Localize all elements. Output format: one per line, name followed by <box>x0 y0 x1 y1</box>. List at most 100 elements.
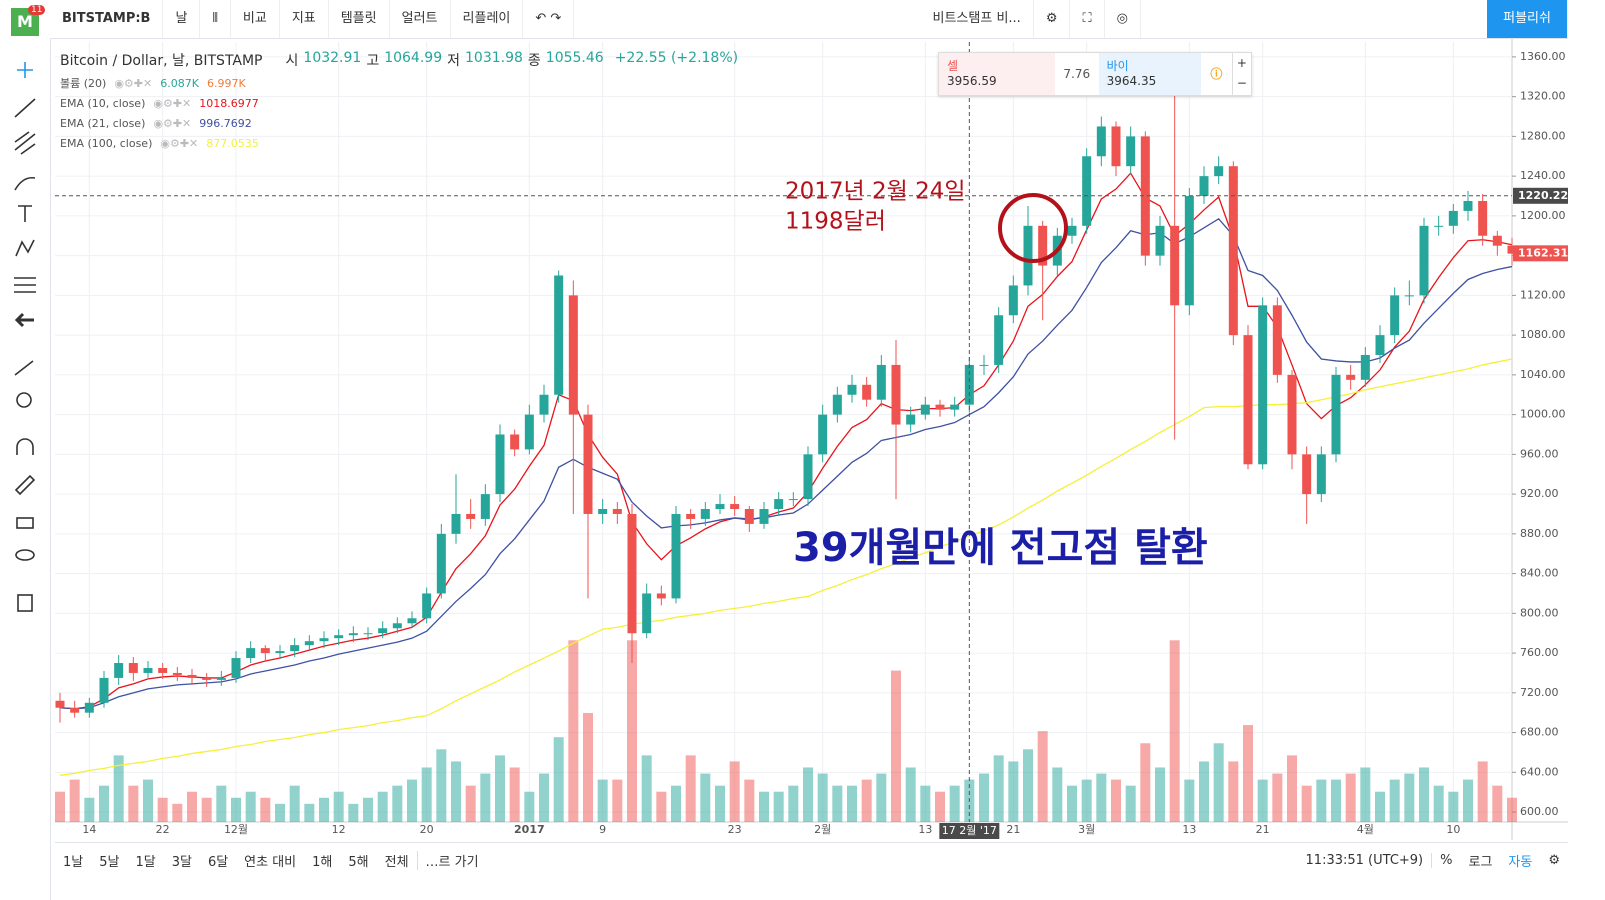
range-button[interactable]: 1달 <box>135 854 156 870</box>
volume-bar <box>304 803 315 822</box>
legend: Bitcoin / Dollar, 날, BITSTAMP 시 1032.91 고… <box>60 50 738 153</box>
lock-tool[interactable] <box>16 517 34 529</box>
range-button[interactable]: 3달 <box>171 854 192 870</box>
interval[interactable]: 날 <box>163 0 201 38</box>
volume-bar <box>744 779 755 822</box>
candle-body <box>495 434 505 495</box>
candle-body <box>260 648 270 654</box>
trash-tool[interactable] <box>17 594 33 612</box>
replay[interactable]: 리플레이 <box>451 0 524 38</box>
volume-bar <box>1404 773 1415 822</box>
account[interactable]: 비트스탬프 비... <box>921 0 1034 38</box>
chart-settings[interactable]: ⚙ <box>1548 852 1560 868</box>
symbol[interactable]: BITSTAMP:B <box>50 0 164 38</box>
volume-bar <box>1199 761 1209 822</box>
clock: 11:33:51 (UTC+9) <box>1298 852 1433 868</box>
candle-body <box>422 593 432 619</box>
alerts[interactable]: 얼러트 <box>390 0 451 38</box>
volume-bar <box>1389 779 1400 822</box>
y-tick-label: 800.00 <box>1520 606 1559 619</box>
candle-body <box>275 651 285 654</box>
candle-body <box>818 414 828 455</box>
zoom-buttons[interactable]: + − <box>1231 53 1251 95</box>
log-toggle[interactable]: 로그 <box>1468 854 1493 870</box>
candle-body <box>979 364 989 366</box>
text-tool[interactable] <box>18 205 32 222</box>
candle-body <box>1375 335 1385 355</box>
pattern-tool[interactable] <box>15 239 35 257</box>
candle-body <box>1243 335 1253 465</box>
volume-bar <box>245 791 256 822</box>
indicator-controls[interactable]: ◉⚙✚✕ <box>153 116 192 130</box>
indicator-controls[interactable]: ◉⚙✚✕ <box>160 136 199 150</box>
ema-line <box>59 218 1513 710</box>
range-button[interactable]: 5해 <box>348 854 369 870</box>
volume-bar <box>1507 797 1517 822</box>
volume-bar <box>1272 773 1283 822</box>
candle-body <box>1448 210 1458 226</box>
candle-body <box>143 667 153 673</box>
volume-bar <box>1477 761 1488 822</box>
candle-body <box>612 509 622 514</box>
volume-bar <box>69 779 80 822</box>
candle-body <box>1360 354 1370 380</box>
range-button[interactable]: 1날 <box>63 854 84 870</box>
volume-bar <box>1228 761 1239 822</box>
indicator-row: EMA (21, close) ◉⚙✚✕ 996.7692 <box>60 113 738 133</box>
indicator-controls[interactable]: ◉⚙✚✕ <box>114 76 153 90</box>
range-button[interactable]: 6달 <box>207 854 229 870</box>
candle-body <box>1008 285 1018 316</box>
volume-bar <box>539 773 549 822</box>
snapshot[interactable]: ◎ <box>1105 0 1141 38</box>
undo[interactable]: ↶ ↷ <box>523 0 575 38</box>
x-tick-label: 13 <box>918 823 932 836</box>
back-tool[interactable] <box>14 312 34 328</box>
line-tool[interactable] <box>14 98 36 118</box>
y-tick-label: 920.00 <box>1520 487 1559 500</box>
volume-bar <box>1492 785 1503 822</box>
ruler-tool[interactable] <box>14 360 34 376</box>
candle-body <box>950 404 960 410</box>
goto-date[interactable]: …르 가기 <box>416 850 487 870</box>
auto-toggle[interactable]: 자동 <box>1508 854 1533 870</box>
volume-bar <box>1081 779 1092 822</box>
candle-body <box>686 513 696 519</box>
settings[interactable]: ⚙ <box>1034 0 1071 38</box>
fib-tool[interactable] <box>14 131 36 155</box>
range-button[interactable]: 전체 <box>384 854 409 870</box>
info-icon[interactable]: ⓘ <box>1210 67 1223 81</box>
publish[interactable]: 퍼블리쉬 <box>1487 0 1568 38</box>
x-tick-label: 3월 <box>1078 823 1095 836</box>
magnet-tool[interactable] <box>16 438 34 455</box>
volume-bar <box>568 640 579 822</box>
volume-bar <box>788 785 799 822</box>
sell-box[interactable]: 셀 3956.59 <box>939 53 1055 95</box>
volume-bar <box>465 785 476 822</box>
volume-bar <box>1125 785 1136 822</box>
templates[interactable]: 템플릿 <box>329 0 390 38</box>
compare[interactable]: 비교 <box>231 0 280 38</box>
percent-toggle[interactable]: % <box>1440 852 1453 868</box>
range-button[interactable]: 연초 대비 <box>244 854 297 870</box>
open-label: 시 <box>285 53 299 69</box>
measure-tool[interactable] <box>14 277 36 293</box>
chart-style[interactable]: ⫴ <box>200 0 231 38</box>
y-tick-label: 720.00 <box>1520 686 1559 699</box>
indicator-controls[interactable]: ◉⚙✚✕ <box>153 96 192 110</box>
buy-box[interactable]: 바이 3964.35 <box>1098 53 1201 95</box>
crosshair-tool[interactable] <box>17 62 33 78</box>
lock-draw-tool[interactable] <box>14 474 36 496</box>
range-button[interactable]: 5날 <box>99 854 120 870</box>
brush-tool[interactable] <box>14 176 36 191</box>
eye-tool[interactable] <box>15 549 35 561</box>
zoom-tool[interactable] <box>16 392 32 408</box>
indicators[interactable]: 지표 <box>280 0 329 38</box>
indicator-row: EMA (100, close) ◉⚙✚✕ 877.0535 <box>60 133 738 153</box>
range-button[interactable]: 1해 <box>312 854 333 870</box>
fullscreen[interactable]: ⛶ <box>1070 0 1105 38</box>
candle-body <box>1038 225 1048 266</box>
candle-body <box>759 509 769 524</box>
crosshair-date: 17 2월 '17 <box>942 824 997 837</box>
x-tick-label: 10 <box>1446 823 1460 836</box>
candle-body <box>1302 454 1312 495</box>
